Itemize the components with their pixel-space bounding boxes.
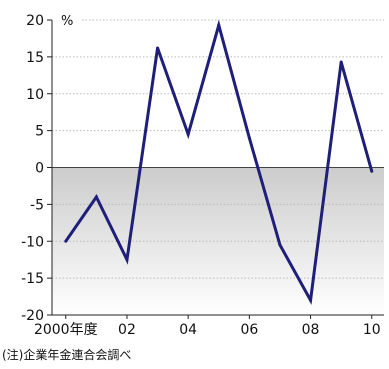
data-points <box>64 23 374 302</box>
data-point <box>125 258 129 262</box>
x-tick-label: 08 <box>302 322 320 338</box>
y-tick-label: 20 <box>26 13 44 29</box>
data-point <box>217 23 221 27</box>
data-point <box>94 195 98 199</box>
x-tick-label: 2000年度 <box>34 322 98 338</box>
x-tick-label: 06 <box>240 322 258 338</box>
x-tick-label: 10 <box>363 322 381 338</box>
data-point <box>370 169 374 173</box>
y-tick-label: 0 <box>35 161 44 177</box>
y-tick-label: -15 <box>21 271 44 287</box>
data-point <box>309 298 313 302</box>
y-axis-ticks: 20 15 10 5 0 -5 -10 -15 -20 <box>21 13 52 324</box>
x-tick-label: 04 <box>179 322 197 338</box>
data-point <box>278 243 282 247</box>
x-tick-label: 02 <box>118 322 136 338</box>
source-note: (注)企業年金連合会調べ <box>2 348 132 362</box>
data-point <box>186 132 190 136</box>
y-tick-label: 5 <box>35 124 44 140</box>
data-point <box>64 239 68 243</box>
y-tick-label: 15 <box>26 50 44 66</box>
data-point <box>339 60 343 64</box>
unit-label: % <box>61 14 73 29</box>
y-tick-label: -5 <box>30 197 44 213</box>
y-tick-label: 10 <box>26 87 44 103</box>
y-tick-label: -20 <box>21 308 44 324</box>
y-tick-label: -10 <box>21 234 44 250</box>
data-point <box>156 46 160 50</box>
data-point <box>247 136 251 140</box>
x-axis-ticks: 2000年度 02 04 06 08 10 <box>34 315 381 338</box>
